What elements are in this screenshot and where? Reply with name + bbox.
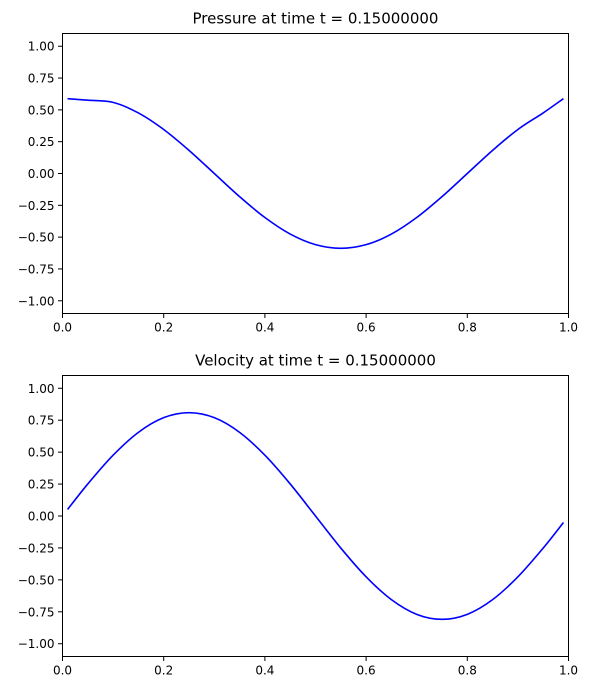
- velocity-y-tick-label: 0.50: [28, 446, 55, 460]
- pressure-y-tick-label: 0.50: [28, 103, 55, 117]
- velocity-y-tick-label: −0.50: [18, 573, 55, 587]
- velocity-y-tick-label: −0.25: [18, 541, 55, 555]
- velocity-x-tick-label: 0.8: [458, 664, 477, 678]
- velocity-series-line: [66, 411, 565, 621]
- velocity-y-tick-label: 0.75: [28, 414, 55, 428]
- velocity-chart: Velocity at time t = 0.15000000 0.0 0.2 0.…: [18, 352, 578, 678]
- pressure-y-tick-label: 0.25: [28, 135, 55, 149]
- pressure-y-tick-label: −0.25: [18, 199, 55, 213]
- velocity-y-tick-label: −1.00: [18, 637, 55, 651]
- velocity-axes-frame: [62, 375, 569, 657]
- pressure-series-line: [67, 97, 564, 250]
- pressure-y-tick-label: −1.00: [18, 294, 55, 308]
- pressure-x-tick-label: 0.6: [357, 321, 376, 335]
- velocity-y-tick-label: 0.25: [28, 478, 55, 492]
- velocity-y-tick-label: −0.75: [18, 605, 55, 619]
- pressure-line-layer: [67, 97, 564, 250]
- pressure-axis-ticks: 0.0 0.2 0.4 0.6 0.8 1.0 1.00 0.75 0.50 0.25 0.00 −0…: [18, 40, 578, 335]
- pressure-x-tick-label: 0.4: [255, 321, 274, 335]
- velocity-x-tick-label: 0.2: [154, 664, 173, 678]
- pressure-x-tick-label: 1.0: [559, 321, 578, 335]
- pressure-y-tick-label: 0.00: [28, 167, 55, 181]
- pressure-x-tick-label: 0.0: [53, 321, 72, 335]
- velocity-y-tick-label: 0.00: [28, 510, 55, 524]
- pressure-chart: Pressure at time t = 0.15000000 0.0 0.2 0.…: [18, 10, 578, 335]
- pressure-axes-frame: [62, 33, 569, 314]
- velocity-x-tick-label: 0.4: [255, 664, 274, 678]
- velocity-y-tick-label: 1.00: [28, 382, 55, 396]
- pressure-x-tick-label: 0.2: [154, 321, 173, 335]
- velocity-chart-title: Velocity at time t = 0.15000000: [195, 352, 436, 370]
- pressure-y-tick-label: 1.00: [28, 40, 55, 54]
- pressure-y-tick-label: 0.75: [28, 72, 55, 86]
- pressure-y-tick-label: −0.75: [18, 262, 55, 276]
- velocity-axis-ticks: 0.0 0.2 0.4 0.6 0.8 1.0 1.00 0.75 0.50 0.25 0.00 −0…: [18, 382, 578, 678]
- velocity-x-tick-label: 0.0: [53, 664, 72, 678]
- velocity-line-layer: [66, 411, 565, 621]
- pressure-x-tick-label: 0.8: [458, 321, 477, 335]
- velocity-x-tick-label: 0.6: [357, 664, 376, 678]
- pressure-chart-title: Pressure at time t = 0.15000000: [193, 10, 439, 28]
- velocity-x-tick-label: 1.0: [559, 664, 578, 678]
- pressure-y-tick-label: −0.50: [18, 231, 55, 245]
